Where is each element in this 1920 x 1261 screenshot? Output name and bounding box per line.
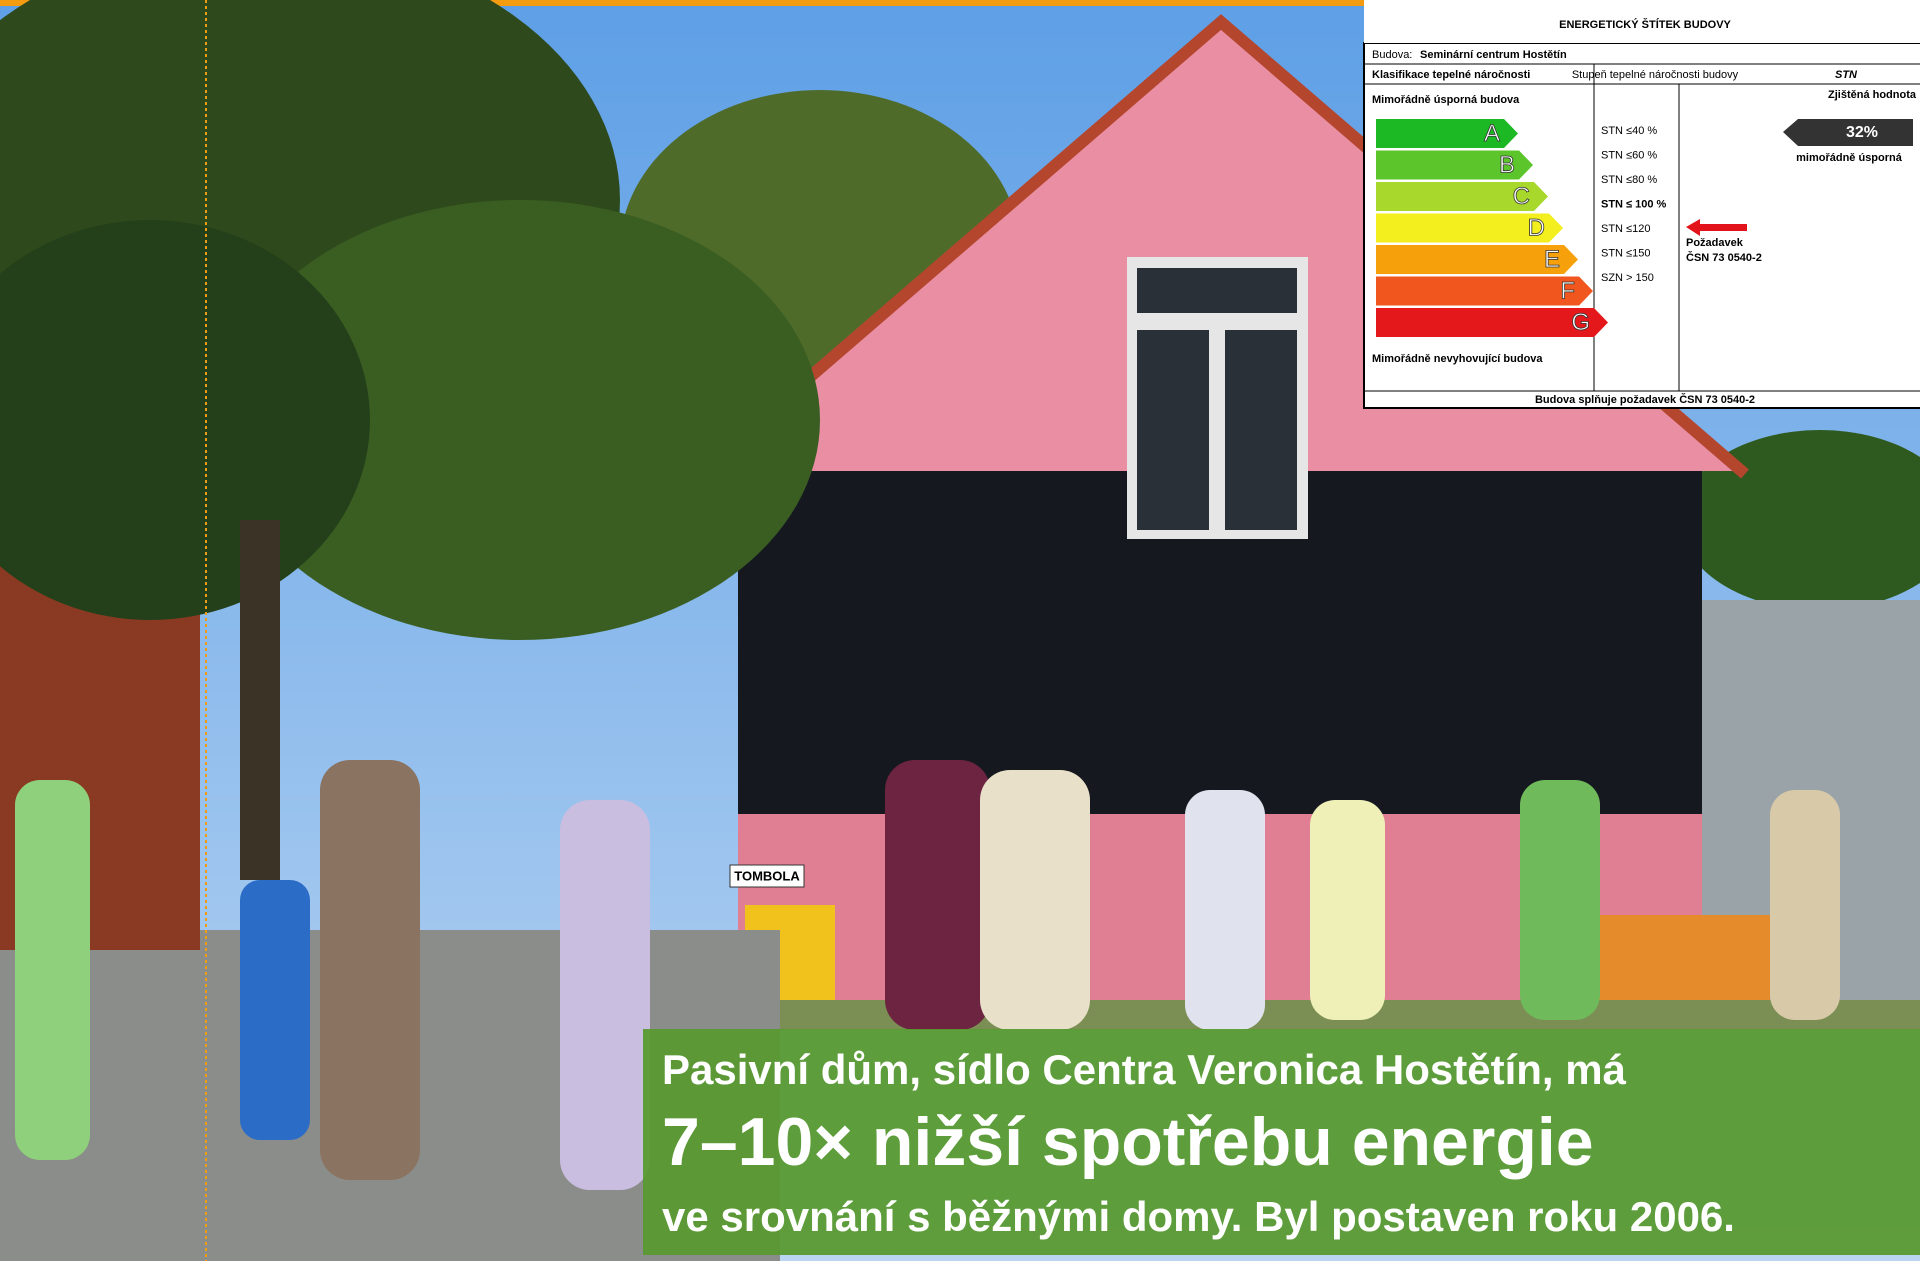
measured-text: mimořádně úsporná [1796, 152, 1903, 164]
slide: TOMBOLA ENERGETICKÝ ŠTÍTEK BUDOVY Budova… [0, 0, 1920, 1261]
class-letter: D [1528, 214, 1545, 241]
window-pane [1137, 268, 1297, 313]
classification: Klasifikace tepelné náročnosti [1372, 69, 1530, 81]
top-text: Mimořádně úsporná budova [1372, 94, 1520, 106]
caption-line: ve srovnání s běžnými domy. Byl postaven… [662, 1193, 1735, 1240]
page: TOMBOLA ENERGETICKÝ ŠTÍTEK BUDOVY Budova… [0, 0, 1920, 1261]
class-threshold: STN ≤ 100 % [1601, 198, 1667, 210]
grade-header: Stupeň tepelné náročnosti budovy [1572, 69, 1739, 81]
measured-header: Zjištěná hodnota [1828, 89, 1917, 101]
building-name: Seminární centrum Hostětín [1420, 49, 1567, 61]
building-label: Budova: [1372, 49, 1412, 61]
grade-header-abbr: STN [1835, 69, 1858, 81]
class-letter: C [1513, 183, 1530, 210]
window-pane [1137, 330, 1209, 530]
measured-value: 32% [1846, 124, 1878, 141]
class-letter: G [1571, 309, 1590, 336]
class-letter: F [1560, 277, 1575, 304]
class-letter: E [1544, 246, 1560, 273]
caption-line: Pasivní dům, sídlo Centra Veronica Hostě… [662, 1046, 1627, 1093]
window-pane [1225, 330, 1297, 530]
class-threshold: SZN > 150 [1601, 272, 1654, 284]
requirement-text: Požadavek [1686, 237, 1744, 249]
class-letter: B [1499, 151, 1515, 178]
label-footer: Budova splňuje požadavek ČSN 73 0540-2 [1535, 393, 1755, 406]
energy-label: ENERGETICKÝ ŠTÍTEK BUDOVY Budova: Seminá… [1364, 0, 1920, 408]
class-threshold: STN ≤60 % [1601, 149, 1657, 161]
requirement-text: ČSN 73 0540-2 [1686, 251, 1762, 264]
caption-headline: 7–10× nižší spotřebu energie [662, 1104, 1594, 1180]
bottom-text: Mimořádně nevyhovující budova [1372, 353, 1543, 365]
class-threshold: STN ≤150 [1601, 247, 1650, 259]
sign-text: TOMBOLA [734, 868, 800, 883]
class-threshold: STN ≤40 % [1601, 125, 1657, 137]
info-board [1590, 915, 1770, 1000]
label-title: ENERGETICKÝ ŠTÍTEK BUDOVY [1559, 18, 1731, 31]
tree-trunk [240, 520, 280, 880]
class-threshold: STN ≤120 [1601, 223, 1650, 235]
class-letter: A [1484, 120, 1500, 147]
class-threshold: STN ≤80 % [1601, 174, 1657, 186]
